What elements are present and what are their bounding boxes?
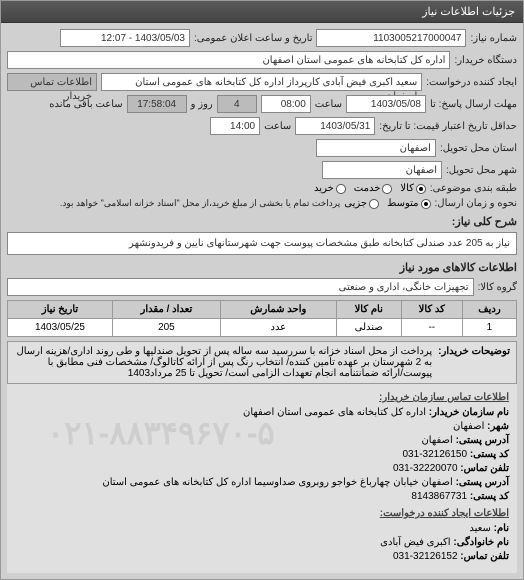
- grouping-radios: کالا خدمت خرید: [314, 183, 426, 194]
- days-remaining: 4: [217, 95, 257, 113]
- col-date: تاریخ نیاز: [8, 301, 113, 319]
- org-addr-label: آدرس پستی:: [456, 435, 509, 446]
- validity-label: حداقل تاریخ اعتبار قیمت: تا تاریخ:: [379, 121, 517, 132]
- province-field: اصفهان: [316, 139, 436, 157]
- org-postal-label: کد پستی:: [470, 449, 509, 460]
- org-full-addr-label: آدرس پستی:: [456, 477, 509, 488]
- time-label-2: ساعت: [264, 121, 291, 132]
- payment-note: پرداخت تمام یا بخشی از مبلغ خرید،از محل …: [7, 198, 340, 209]
- org-name: اداره کل کتابخانه های عمومی استان اصفهان: [243, 407, 426, 418]
- need-no-field: 1103005217000047: [316, 29, 466, 47]
- group-label: گروه کالا:: [478, 282, 517, 293]
- buyer-desc-label: توضیحات خریدار:: [438, 346, 510, 379]
- radio-service[interactable]: [382, 184, 392, 194]
- announce-label: تاریخ و ساعت اعلان عمومی:: [194, 33, 313, 44]
- time-label-1: ساعت: [315, 99, 342, 110]
- validity-date-field: 1403/05/31: [295, 117, 375, 135]
- org-postal2: 8143867731: [411, 491, 467, 502]
- radio-goods[interactable]: [416, 184, 426, 194]
- org-full-addr: اصفهان خیابان چهارباغ خواجو روبروی صداوس…: [102, 477, 452, 488]
- contact-section: ۰۲۱-۸۸۳۴۹۶۷۰-۵ اطلاعات تماس سازمان خریدا…: [7, 384, 517, 573]
- goods-section-title: اطلاعات کالاهای مورد نیاز: [7, 261, 517, 274]
- org-phone-label: تلفن تماس:: [460, 463, 509, 474]
- cell-row: 1: [462, 319, 516, 337]
- req-name-label: نام:: [494, 523, 509, 534]
- radio-medium[interactable]: [421, 199, 431, 209]
- time-remaining: 17:58:04: [127, 95, 187, 113]
- org-name-label: نام سازمان خریدار:: [429, 407, 509, 418]
- goods-table: ردیف کد کالا نام کالا واحد شمارش تعداد /…: [7, 300, 517, 337]
- city-field: اصفهان: [322, 161, 442, 179]
- buyer-desc-box: توضیحات خریدار: پرداخت از محل اسناد خزان…: [7, 341, 517, 384]
- req-tel-label: تلفن تماس:: [460, 551, 509, 562]
- org-province: اصفهان: [453, 421, 484, 432]
- org-addr: اصفهان: [421, 435, 452, 446]
- reply-date-field: 1403/05/08: [346, 95, 426, 113]
- cell-name: صندلی: [336, 319, 401, 337]
- radio-service-label: خدمت: [354, 183, 381, 194]
- buyer-desc-text: پرداخت از محل اسناد خزانه با سررسید سه س…: [14, 346, 432, 379]
- req-family: اکبری فیض آبادی: [380, 537, 450, 548]
- need-details-panel: جزئیات اطلاعات نیاز شماره نیاز: 11030052…: [0, 0, 524, 580]
- radio-partial-label: جزیی: [344, 198, 367, 209]
- radio-purchase[interactable]: [336, 184, 346, 194]
- reply-deadline-label: مهلت ارسال پاسخ: تا: [430, 99, 517, 110]
- col-name: نام کالا: [336, 301, 401, 319]
- req-name: سعید: [469, 523, 490, 534]
- city-label: شهر محل تحویل:: [446, 165, 517, 176]
- req-tel: 32126152-031: [393, 551, 458, 562]
- contact-info-button[interactable]: اطلاعات تماس خریدار: [7, 73, 97, 91]
- need-no-label: شماره نیاز:: [470, 33, 517, 44]
- cell-code: --: [401, 319, 462, 337]
- radio-goods-label: کالا: [400, 183, 414, 194]
- org-contact-title: اطلاعات تماس سازمان خریدار:: [15, 392, 509, 403]
- cell-date: 1403/05/25: [8, 319, 113, 337]
- requester-contact-title: اطلاعات ایجاد کننده درخواست:: [15, 508, 509, 519]
- org-postal: 32126150-031: [403, 449, 468, 460]
- grouping-label: طبقه بندی موضوعی:: [430, 183, 517, 194]
- col-unit: واحد شمارش: [220, 301, 336, 319]
- province-label: استان محل تحویل:: [440, 143, 517, 154]
- need-desc-text: نیاز به 205 عدد صندلی کتابخانه طبق مشخصا…: [7, 232, 517, 255]
- requester-label: ایجاد کننده درخواست:: [426, 77, 517, 88]
- remaining-label: ساعت باقی مانده: [49, 99, 122, 110]
- need-desc-label: شرح کلی نیاز:: [7, 215, 517, 228]
- group-field: تجهیزات خانگی، اداری و صنعتی: [7, 278, 474, 296]
- col-code: کد کالا: [401, 301, 462, 319]
- col-qty: تعداد / مقدار: [112, 301, 220, 319]
- col-row: ردیف: [462, 301, 516, 319]
- req-family-label: نام خانوادگی:: [453, 537, 509, 548]
- reply-time-field: 08:00: [261, 95, 311, 113]
- cell-unit: عدد: [220, 319, 336, 337]
- org-phone: 32220070-031: [393, 463, 458, 474]
- radio-partial[interactable]: [369, 199, 379, 209]
- delivery-label: نحوه و زمان ارسال:: [435, 198, 517, 209]
- org-postal2-label: کد پستی:: [470, 491, 509, 502]
- requester-field: سعید اکبری فیض آبادی کارپرداز اداره کل ک…: [101, 73, 422, 91]
- radio-medium-label: متوسط: [387, 198, 418, 209]
- buyer-field: اداره کل کتابخانه های عمومی استان اصفهان: [7, 51, 450, 69]
- announce-field: 1403/05/03 - 12:07: [60, 29, 190, 47]
- radio-purchase-label: خرید: [314, 183, 334, 194]
- org-province-label: شهر:: [487, 421, 509, 432]
- buyer-label: دستگاه خریدار:: [454, 55, 517, 66]
- delivery-radios: متوسط جزیی: [344, 198, 430, 209]
- days-label: روز و: [191, 99, 213, 110]
- cell-qty: 205: [112, 319, 220, 337]
- panel-title: جزئیات اطلاعات نیاز: [1, 1, 523, 23]
- watermark: ۰۲۱-۸۸۳۴۹۶۷۰-۵: [47, 414, 275, 452]
- validity-time-field: 14:00: [210, 117, 260, 135]
- table-row: 1 -- صندلی عدد 205 1403/05/25: [8, 319, 517, 337]
